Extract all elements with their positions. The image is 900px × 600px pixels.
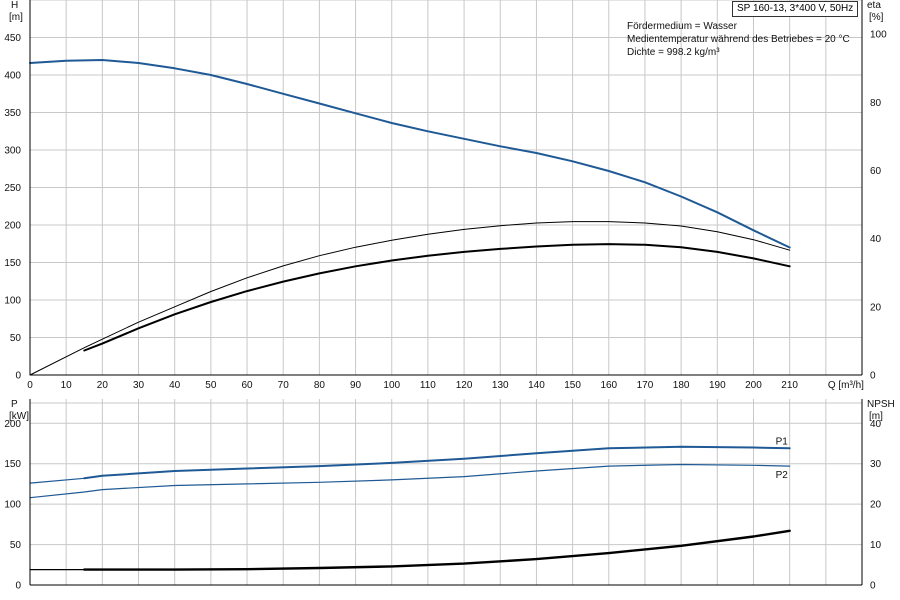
series-line: [29, 59, 791, 249]
y-tick-label-left: 50: [10, 333, 22, 344]
x-tick-label: 20: [97, 380, 109, 391]
x-tick-label: 210: [781, 380, 798, 391]
y-tick-label-right: 40: [870, 234, 882, 245]
y-tick-label-left: 0: [15, 581, 21, 592]
y-tick-label-left: 350: [4, 108, 21, 119]
y-tick-label-right: 20: [870, 302, 882, 313]
y-axis-title-left: H: [11, 0, 18, 11]
x-tick-label: 170: [637, 380, 654, 391]
x-tick-label: 70: [278, 380, 290, 391]
series-line: [83, 529, 791, 571]
info-line-density: Dichte = 998.2 kg/m³: [627, 47, 720, 58]
x-tick-label: 200: [745, 380, 762, 391]
series-line: [83, 445, 791, 480]
series-line: [83, 243, 791, 352]
y-axis-unit-right: [%]: [869, 12, 884, 23]
x-tick-label: 50: [205, 380, 217, 391]
x-tick-label: 120: [456, 380, 473, 391]
y-tick-label-left: 300: [4, 146, 21, 157]
y-tick-label-right: 60: [870, 166, 882, 177]
x-tick-label: 40: [169, 380, 181, 391]
series-label-p1: P1: [776, 436, 789, 447]
series-line: [29, 221, 791, 376]
x-tick-label: 30: [133, 380, 145, 391]
y-tick-label-right: 40: [870, 419, 882, 430]
label-layer: 050100150200250300350400450020406080100H…: [4, 0, 894, 592]
x-tick-label: 180: [673, 380, 690, 391]
x-tick-label: 100: [383, 380, 400, 391]
y-tick-label-left: 400: [4, 71, 21, 82]
x-tick-label: 0: [27, 380, 33, 391]
series-line: [29, 463, 791, 499]
y-axis-title-left: P: [11, 399, 18, 410]
y-tick-label-left: 150: [4, 459, 21, 470]
y-tick-label-right: 80: [870, 98, 882, 109]
y-axis-title-right: NPSH: [867, 399, 895, 410]
x-tick-label: 110: [420, 380, 436, 391]
y-tick-label-left: 0: [15, 371, 21, 382]
y-tick-label-right: 30: [870, 459, 882, 470]
series-label-p2: P2: [776, 470, 789, 481]
y-tick-label-left: 200: [4, 221, 21, 232]
curve-layer: [29, 59, 791, 571]
x-tick-label: 80: [314, 380, 326, 391]
x-tick-label: 60: [241, 380, 253, 391]
y-axis-unit-left: [kW]: [9, 411, 29, 422]
y-tick-label-left: 50: [10, 540, 22, 551]
info-line-temperature: Medientemperatur während des Betriebes =…: [627, 34, 850, 45]
y-tick-label-left: 100: [4, 500, 21, 511]
y-tick-label-left: 150: [4, 258, 21, 269]
frame-layer: [29, 0, 863, 586]
y-tick-label-left: 450: [4, 33, 21, 44]
x-tick-label: 90: [350, 380, 362, 391]
x-tick-label: 190: [709, 380, 726, 391]
x-tick-label: 160: [600, 380, 617, 391]
x-tick-label: 150: [564, 380, 581, 391]
x-tick-label: 140: [528, 380, 545, 391]
y-tick-label-left: 200: [4, 419, 21, 430]
info-line-medium: Fördermedium = Wasser: [627, 21, 737, 32]
chart-title: SP 160-13, 3*400 V, 50Hz: [732, 1, 859, 17]
y-tick-label-left: 100: [4, 296, 21, 307]
y-tick-label-right: 100: [870, 30, 887, 41]
grid-layer: [29, 0, 862, 586]
y-axis-unit-right: [m]: [869, 411, 883, 422]
y-tick-label-right: 10: [870, 540, 882, 551]
x-tick-label: 10: [61, 380, 73, 391]
y-tick-label-right: 20: [870, 500, 882, 511]
y-tick-label-right: 0: [870, 371, 876, 382]
x-tick-label: 130: [492, 380, 509, 391]
y-tick-label-left: 250: [4, 183, 21, 194]
x-axis-title: Q [m³/h]: [828, 380, 864, 391]
y-axis-title-right: eta: [867, 0, 881, 11]
y-axis-unit-left: [m]: [9, 12, 23, 23]
y-tick-label-right: 0: [870, 581, 876, 592]
medium-info: Fördermedium = Wasser Medientemperatur w…: [627, 20, 850, 59]
